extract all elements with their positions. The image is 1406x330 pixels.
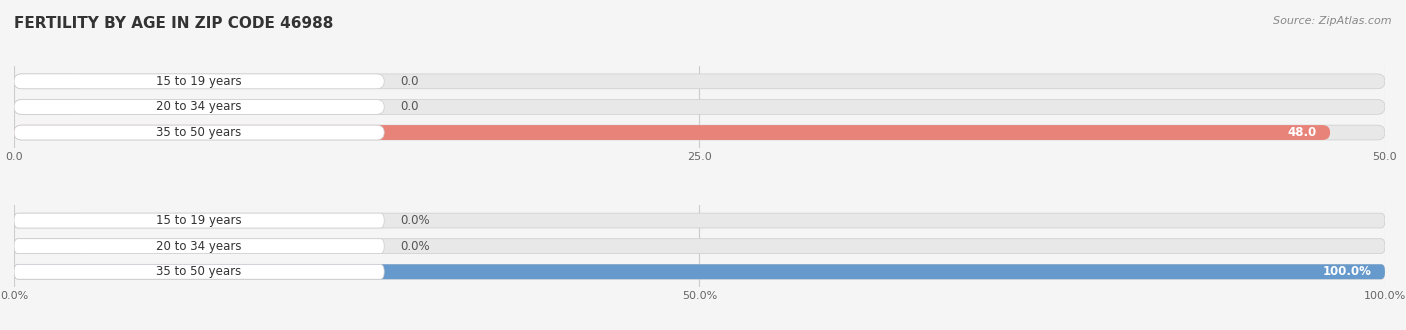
Text: 0.0%: 0.0% [401,240,430,253]
Text: 100.0%: 100.0% [1322,265,1371,278]
FancyBboxPatch shape [14,239,384,253]
FancyBboxPatch shape [14,239,1385,253]
Text: 0.0: 0.0 [401,100,419,114]
Text: 35 to 50 years: 35 to 50 years [156,265,242,278]
FancyBboxPatch shape [14,125,1330,140]
Text: FERTILITY BY AGE IN ZIP CODE 46988: FERTILITY BY AGE IN ZIP CODE 46988 [14,16,333,31]
FancyBboxPatch shape [14,74,1385,89]
FancyBboxPatch shape [14,100,1385,115]
FancyBboxPatch shape [14,264,1385,279]
FancyBboxPatch shape [14,74,384,89]
FancyBboxPatch shape [14,125,384,140]
Text: 48.0: 48.0 [1286,126,1316,139]
FancyBboxPatch shape [14,213,384,228]
Text: 15 to 19 years: 15 to 19 years [156,75,242,88]
Text: 35 to 50 years: 35 to 50 years [156,126,242,139]
Text: 20 to 34 years: 20 to 34 years [156,240,242,253]
FancyBboxPatch shape [14,264,384,279]
Text: 20 to 34 years: 20 to 34 years [156,100,242,114]
FancyBboxPatch shape [14,213,83,228]
FancyBboxPatch shape [14,125,1385,140]
FancyBboxPatch shape [14,100,83,115]
Text: 0.0: 0.0 [401,75,419,88]
FancyBboxPatch shape [14,239,83,253]
Text: 0.0%: 0.0% [401,214,430,227]
FancyBboxPatch shape [14,264,1385,279]
FancyBboxPatch shape [14,213,1385,228]
FancyBboxPatch shape [14,74,83,89]
Text: Source: ZipAtlas.com: Source: ZipAtlas.com [1274,16,1392,26]
Text: 15 to 19 years: 15 to 19 years [156,214,242,227]
FancyBboxPatch shape [14,100,384,115]
